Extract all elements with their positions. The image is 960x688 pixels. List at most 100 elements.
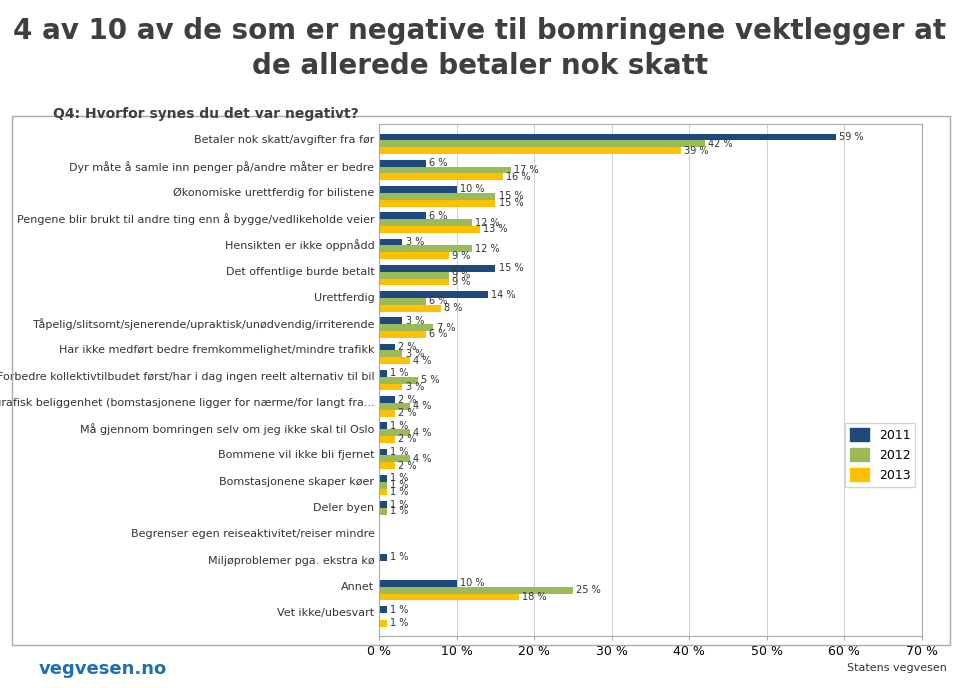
Text: 17 %: 17 %: [514, 165, 539, 175]
Bar: [379, 239, 402, 246]
Text: Betaler nok skatt/avgifter fra før: Betaler nok skatt/avgifter fra før: [194, 136, 374, 145]
Bar: [379, 462, 395, 469]
Text: 1 %: 1 %: [390, 506, 408, 517]
Bar: [379, 606, 387, 613]
Text: 9 %: 9 %: [452, 250, 470, 261]
Bar: [379, 488, 387, 495]
Bar: [379, 410, 395, 417]
Text: 16 %: 16 %: [506, 172, 531, 182]
Text: Q4: Hvorfor synes du det var negativt?: Q4: Hvorfor synes du det var negativt?: [53, 107, 358, 120]
Text: Vet ikke/ubesvart: Vet ikke/ubesvart: [277, 608, 374, 618]
Text: 1 %: 1 %: [390, 619, 408, 628]
Text: 15 %: 15 %: [498, 191, 523, 202]
Text: 4 %: 4 %: [414, 356, 432, 366]
Text: 12 %: 12 %: [475, 217, 500, 228]
Bar: [379, 186, 457, 193]
Bar: [379, 403, 410, 410]
Text: 4 %: 4 %: [414, 428, 432, 438]
Text: 1 %: 1 %: [390, 605, 408, 614]
Text: Det offentlige burde betalt: Det offentlige burde betalt: [226, 267, 374, 277]
Text: 1 %: 1 %: [390, 473, 408, 484]
Text: 15 %: 15 %: [498, 198, 523, 208]
Bar: [379, 429, 410, 436]
Text: Økonomiske urettferdig for bilistene: Økonomiske urettferdig for bilistene: [173, 188, 374, 198]
Text: 15 %: 15 %: [498, 264, 523, 273]
Text: 1 %: 1 %: [390, 447, 408, 457]
Bar: [379, 331, 425, 338]
Text: 2 %: 2 %: [397, 434, 417, 444]
Bar: [379, 396, 395, 403]
Text: 4 %: 4 %: [414, 401, 432, 411]
Bar: [379, 173, 503, 180]
Bar: [379, 343, 395, 350]
Bar: [379, 226, 480, 233]
Bar: [379, 475, 387, 482]
Text: Geografisk beliggenhet (bomstasjonene ligger for nærme/for langt fra...: Geografisk beliggenhet (bomstasjonene li…: [0, 398, 374, 408]
Text: 9 %: 9 %: [452, 270, 470, 280]
Bar: [379, 594, 518, 601]
Text: 1 %: 1 %: [390, 421, 408, 431]
Text: Urettferdig: Urettferdig: [314, 293, 374, 303]
Bar: [379, 133, 836, 140]
Bar: [379, 455, 410, 462]
Bar: [379, 587, 573, 594]
Bar: [379, 166, 511, 173]
Text: 7 %: 7 %: [437, 323, 455, 332]
Bar: [379, 436, 395, 443]
Text: 6 %: 6 %: [429, 158, 447, 169]
Text: 10 %: 10 %: [460, 579, 484, 588]
Text: 12 %: 12 %: [475, 244, 500, 254]
Text: Statens vegvesen: Statens vegvesen: [847, 663, 947, 673]
Text: Tåpelig/slitsomt/sjenerende/upraktisk/unødvendig/irriterende: Tåpelig/slitsomt/sjenerende/upraktisk/un…: [33, 319, 374, 330]
Text: 2 %: 2 %: [397, 342, 417, 352]
Text: 2 %: 2 %: [397, 394, 417, 405]
Text: Har ikke medført bedre fremkommelighet/mindre trafikk: Har ikke medført bedre fremkommelighet/m…: [59, 345, 374, 356]
Text: 5 %: 5 %: [421, 375, 440, 385]
Text: Hensikten er ikke oppnådd: Hensikten er ikke oppnådd: [225, 239, 374, 251]
Text: 25 %: 25 %: [576, 585, 601, 595]
Bar: [379, 620, 387, 627]
Bar: [379, 200, 495, 206]
Text: 2 %: 2 %: [397, 461, 417, 471]
Bar: [379, 147, 682, 154]
Text: 59 %: 59 %: [839, 132, 864, 142]
Text: Forbedre kollektivtilbudet først/har i dag ingen reelt alternativ til bil: Forbedre kollektivtilbudet først/har i d…: [0, 372, 374, 382]
Bar: [379, 501, 387, 508]
Bar: [379, 508, 387, 515]
Text: 6 %: 6 %: [429, 330, 447, 339]
Text: Begrenser egen reiseaktivitet/reiser mindre: Begrenser egen reiseaktivitet/reiser min…: [131, 529, 374, 539]
Bar: [379, 305, 442, 312]
Text: 6 %: 6 %: [429, 297, 447, 306]
Bar: [379, 279, 449, 286]
Text: 1 %: 1 %: [390, 480, 408, 490]
Bar: [379, 370, 387, 377]
Bar: [379, 377, 418, 383]
Text: 14 %: 14 %: [491, 290, 516, 299]
Bar: [379, 140, 705, 147]
Bar: [379, 246, 472, 252]
Bar: [379, 383, 402, 390]
Text: 1 %: 1 %: [390, 499, 408, 510]
Legend: 2011, 2012, 2013: 2011, 2012, 2013: [845, 423, 915, 486]
Text: Annet: Annet: [341, 582, 374, 592]
Text: Bommene vil ikke bli fjernet: Bommene vil ikke bli fjernet: [218, 451, 374, 460]
Text: 10 %: 10 %: [460, 184, 484, 195]
Text: 3 %: 3 %: [405, 237, 424, 247]
Bar: [379, 422, 387, 429]
Text: 3 %: 3 %: [405, 349, 424, 359]
Bar: [379, 291, 488, 298]
Bar: [379, 193, 495, 200]
Bar: [379, 265, 495, 272]
Bar: [379, 482, 387, 488]
Text: 1 %: 1 %: [390, 552, 408, 562]
Text: Dyr måte å samle inn penger på/andre måter er bedre: Dyr måte å samle inn penger på/andre måt…: [69, 161, 374, 173]
Bar: [379, 357, 410, 364]
Text: 2 %: 2 %: [397, 408, 417, 418]
Text: 4 %: 4 %: [414, 454, 432, 464]
Text: 8 %: 8 %: [444, 303, 463, 313]
Text: 1 %: 1 %: [390, 487, 408, 497]
Text: 6 %: 6 %: [429, 211, 447, 221]
Text: 3 %: 3 %: [405, 316, 424, 326]
Text: 1 %: 1 %: [390, 368, 408, 378]
Bar: [379, 554, 387, 561]
